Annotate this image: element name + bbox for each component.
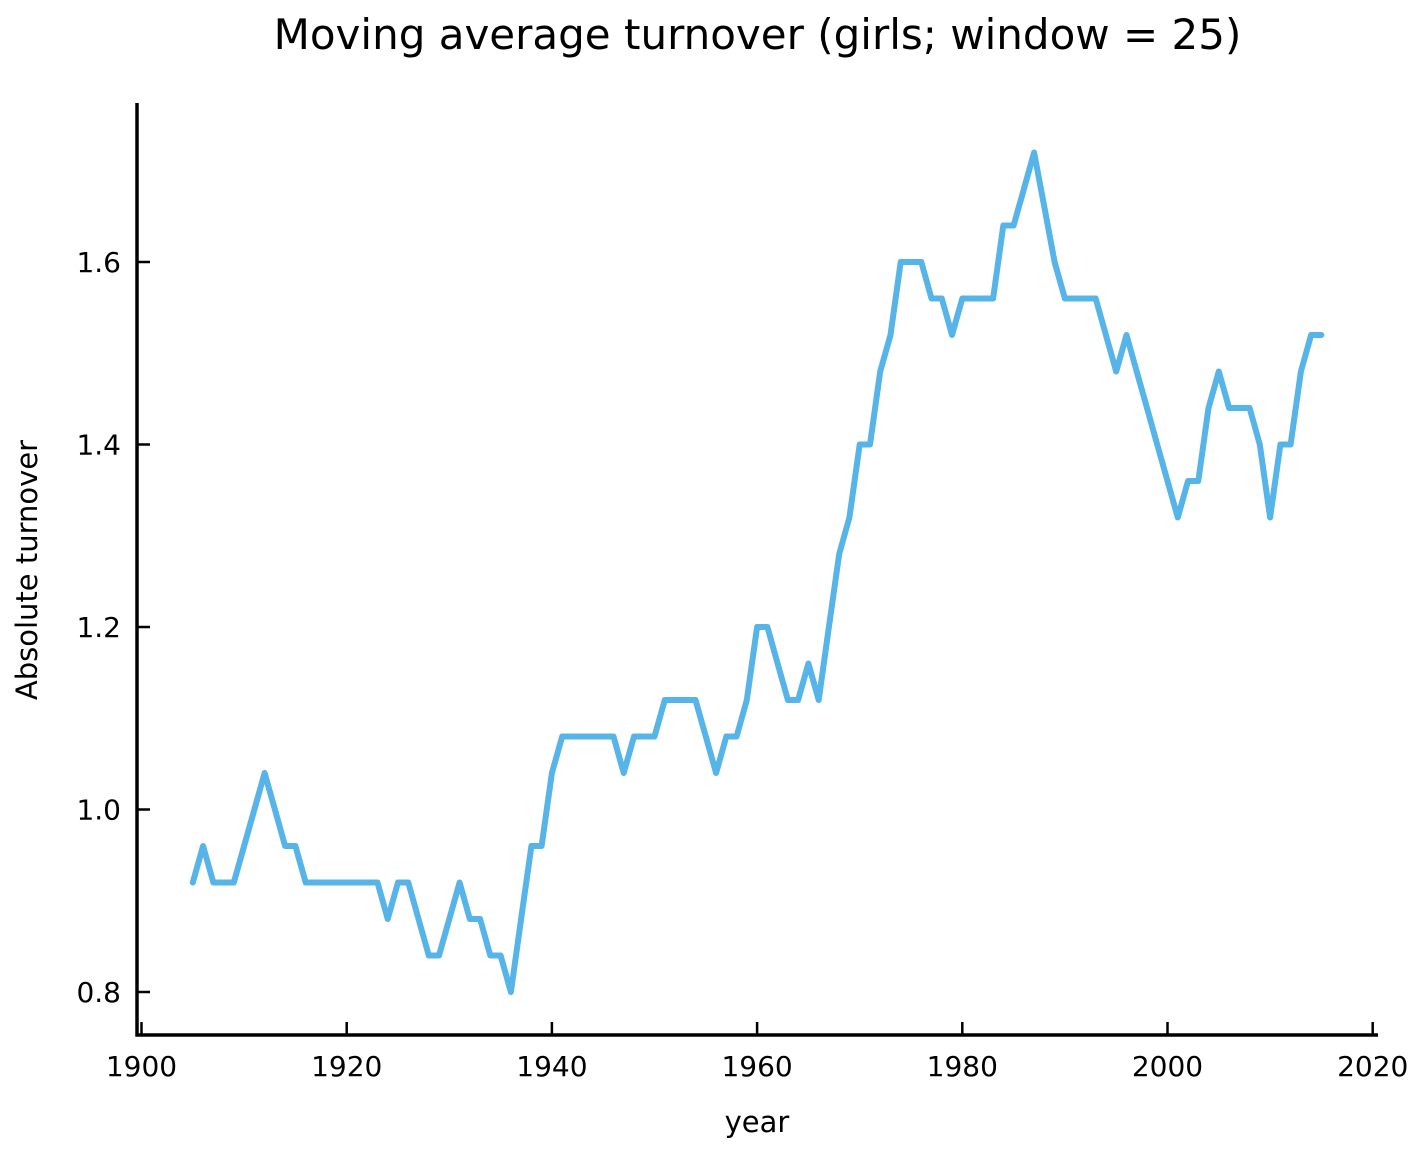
y-tick-label: 1.6 [76, 246, 121, 279]
y-tick-label: 1.0 [76, 794, 121, 827]
x-tick-label: 1920 [311, 1050, 382, 1083]
y-axis-label: Absolute turnover [10, 439, 44, 701]
x-tick-label: 1980 [927, 1050, 998, 1083]
x-tick-label: 2020 [1337, 1050, 1408, 1083]
moving-average-line [189, 149, 1325, 995]
y-tick-label: 1.4 [76, 429, 121, 462]
y-tick-label: 1.2 [76, 611, 121, 644]
x-tick-label: 1940 [516, 1050, 587, 1083]
x-tick-label: 1960 [721, 1050, 792, 1083]
x-tick-label: 2000 [1132, 1050, 1203, 1083]
chart-title: Moving average turnover (girls; window =… [273, 10, 1242, 59]
x-tick-label: 1900 [106, 1050, 177, 1083]
y-tick-label: 0.8 [76, 976, 121, 1009]
x-axis-label: year [724, 1105, 790, 1139]
